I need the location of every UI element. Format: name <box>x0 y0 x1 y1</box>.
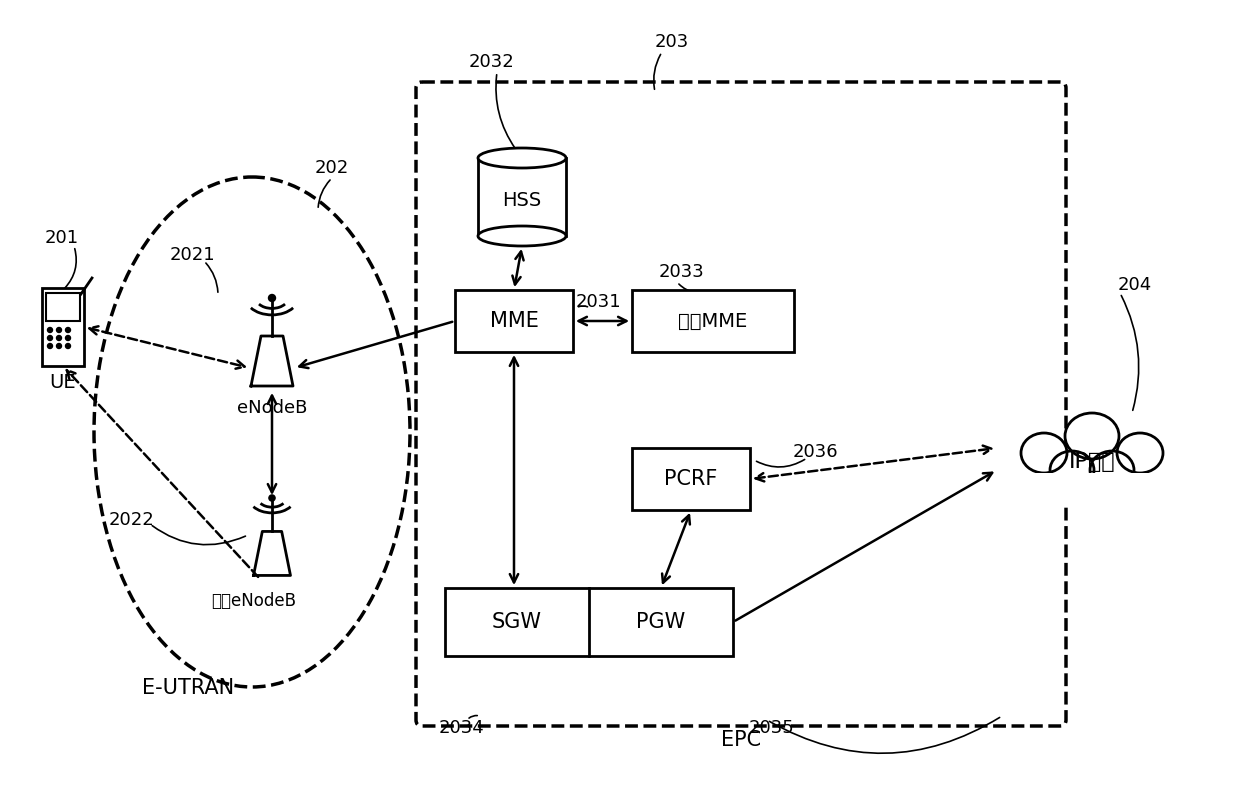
Text: UE: UE <box>50 373 77 391</box>
Circle shape <box>66 343 71 349</box>
Text: 203: 203 <box>655 33 689 51</box>
Circle shape <box>269 495 275 501</box>
Bar <box>477 158 565 236</box>
Bar <box>997 473 1187 503</box>
Text: E-UTRAN: E-UTRAN <box>141 678 234 698</box>
Circle shape <box>66 335 71 341</box>
Bar <box>632 448 750 510</box>
Text: 2031: 2031 <box>575 293 621 311</box>
Circle shape <box>47 335 52 341</box>
Ellipse shape <box>1117 433 1163 473</box>
Polygon shape <box>253 531 290 575</box>
Circle shape <box>47 327 52 333</box>
Text: IP业务: IP业务 <box>1069 452 1115 472</box>
Text: 2021: 2021 <box>169 246 215 264</box>
Text: SGW: SGW <box>492 612 542 632</box>
Text: 其它eNodeB: 其它eNodeB <box>212 592 296 610</box>
Bar <box>455 290 573 352</box>
Ellipse shape <box>1021 433 1066 473</box>
Text: 202: 202 <box>315 159 350 177</box>
Ellipse shape <box>477 148 565 168</box>
Text: 2036: 2036 <box>792 443 838 461</box>
Text: 201: 201 <box>45 229 79 247</box>
Text: EPC: EPC <box>720 730 761 750</box>
Bar <box>46 293 81 321</box>
Circle shape <box>57 335 62 341</box>
Text: MME: MME <box>490 311 538 331</box>
Circle shape <box>47 343 52 349</box>
Ellipse shape <box>1050 451 1094 489</box>
Text: 2032: 2032 <box>469 53 515 71</box>
Ellipse shape <box>1090 451 1135 489</box>
Bar <box>42 288 84 366</box>
Circle shape <box>269 294 275 302</box>
Text: 其它MME: 其它MME <box>678 311 748 330</box>
Bar <box>632 290 794 352</box>
Polygon shape <box>250 336 293 386</box>
Text: 2035: 2035 <box>749 719 795 737</box>
Text: 2033: 2033 <box>660 263 704 281</box>
Text: 2022: 2022 <box>109 511 155 529</box>
Circle shape <box>57 343 62 349</box>
Text: PCRF: PCRF <box>665 469 718 489</box>
Text: 2034: 2034 <box>439 719 485 737</box>
Text: 204: 204 <box>1118 276 1152 294</box>
Circle shape <box>66 327 71 333</box>
Text: HSS: HSS <box>502 190 542 210</box>
Bar <box>445 588 733 656</box>
Ellipse shape <box>1065 413 1118 459</box>
Circle shape <box>57 327 62 333</box>
Ellipse shape <box>477 226 565 246</box>
Text: PGW: PGW <box>636 612 686 632</box>
Text: eNodeB: eNodeB <box>237 399 308 417</box>
